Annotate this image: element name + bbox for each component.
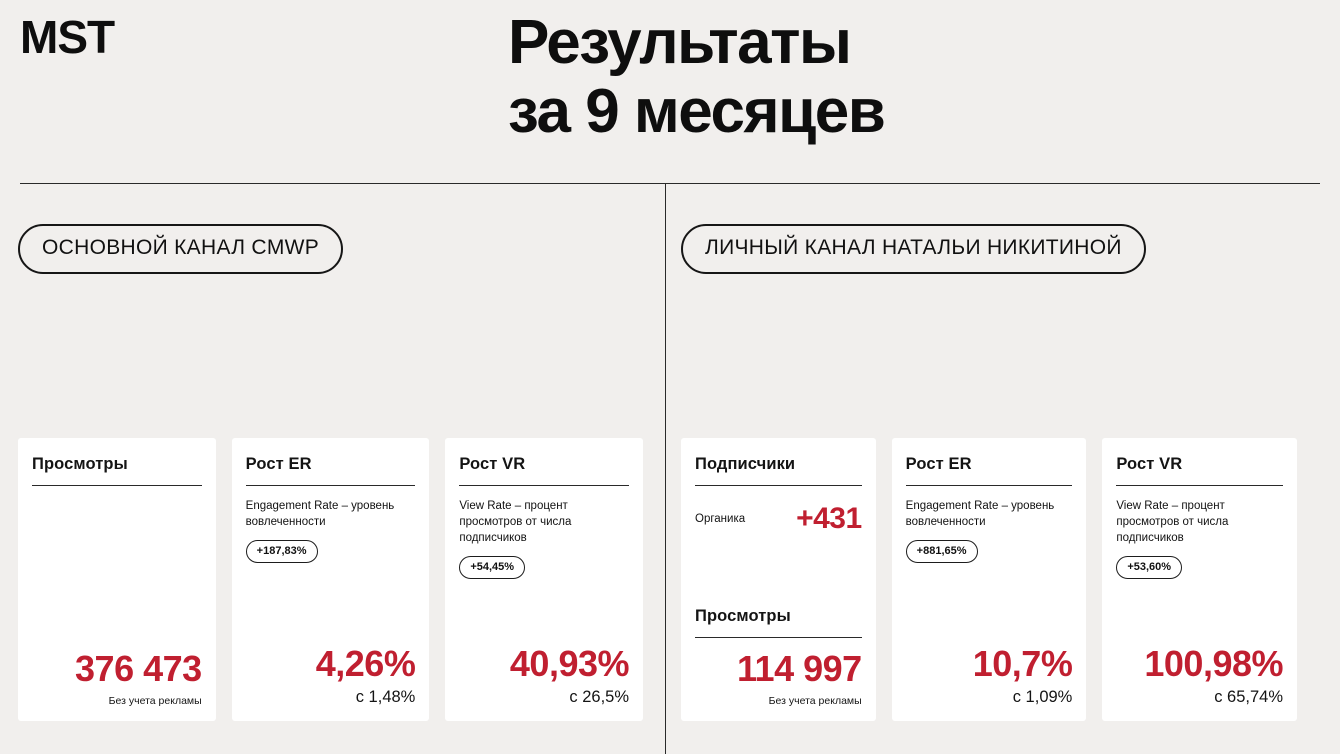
spacer <box>32 486 202 650</box>
card-title-underline <box>695 485 862 486</box>
card-title-underline <box>245 485 416 486</box>
section-personal-channel: ЛИЧНЫЙ КАНАЛ НАТАЛЬИ НИКИТИНОЙ Подписчик… <box>681 224 1298 721</box>
card-title: Просмотры <box>32 455 128 473</box>
er-from-note: с 1,09% <box>1012 688 1073 706</box>
card-title-underline <box>905 485 1073 486</box>
card-title-underline <box>695 637 862 639</box>
growth-pill-wrap: +881,65% <box>905 540 1073 564</box>
growth-pill-wrap: +53,60% <box>1116 556 1283 580</box>
main-channel-cards: Просмотры 376 473 Без учета рекламы Рост… <box>18 438 644 721</box>
vr-description: View Rate – процент просмотров от числа … <box>1116 500 1229 545</box>
page-title: Результаты за 9 месяцев <box>508 8 886 147</box>
spacer <box>906 563 1073 645</box>
personal-channel-badge: ЛИЧНЫЙ КАНАЛ НАТАЛЬИ НИКИТИНОЙ <box>681 224 1146 274</box>
main-channel-badge: ОСНОВНОЙ КАНАЛ CMWP <box>18 224 344 274</box>
card-title: Рост ER <box>905 455 972 473</box>
organic-value: +431 <box>796 502 862 535</box>
vr-description: View Rate – процент просмотров от числа … <box>459 500 572 545</box>
title-line-2: за 9 месяцев <box>508 77 886 147</box>
card-title-underline <box>1116 485 1284 486</box>
section-main-channel: ОСНОВНОЙ КАНАЛ CMWP Просмотры 376 473 Бе… <box>18 224 644 721</box>
er-growth-pill: +187,83% <box>245 540 318 564</box>
growth-pill-wrap: +187,83% <box>245 540 416 564</box>
er-value: 4,26% <box>315 643 416 685</box>
spacer <box>1116 579 1283 645</box>
vr-from-note: с 65,74% <box>1214 688 1284 706</box>
vertical-divider <box>665 184 666 754</box>
horizontal-divider <box>20 183 1320 184</box>
stat-card-views: Просмотры 376 473 Без учета рекламы <box>18 438 216 721</box>
vr-from-note: с 26,5% <box>569 688 630 706</box>
card-title: Рост VR <box>459 455 526 473</box>
spacer <box>459 579 629 645</box>
vr-growth-pill: +54,45% <box>459 556 526 580</box>
vr-value: 40,93% <box>509 643 630 685</box>
card-title-underline <box>32 485 202 486</box>
spacer <box>246 563 416 645</box>
er-growth-pill: +881,65% <box>905 540 978 564</box>
views-value: 114 997 <box>737 648 862 690</box>
card-title: Подписчики <box>695 455 796 473</box>
card-subtitle-views: Просмотры <box>695 607 791 626</box>
stat-card-er-growth: Рост ER Engagement Rate – уровень вовлеч… <box>891 438 1087 721</box>
stat-card-vr-growth: Рост VR View Rate – процент просмотров о… <box>1102 438 1298 721</box>
stat-card-vr-growth: Рост VR View Rate – процент просмотров о… <box>445 438 644 721</box>
title-line-1: Результаты <box>508 8 852 77</box>
organic-label: Органика <box>695 513 746 525</box>
vr-growth-pill: +53,60% <box>1116 556 1183 580</box>
personal-channel-cards: Подписчики Органика +431 Просмотры 114 9… <box>681 438 1298 721</box>
growth-pill-wrap: +54,45% <box>459 556 629 580</box>
views-value: 376 473 <box>75 648 202 690</box>
er-from-note: с 1,48% <box>355 688 416 706</box>
vr-value: 100,98% <box>1144 643 1284 685</box>
stat-card-subscribers: Подписчики Органика +431 Просмотры 114 9… <box>681 438 876 721</box>
card-title: Рост ER <box>245 455 312 473</box>
stat-card-er-growth: Рост ER Engagement Rate – уровень вовлеч… <box>231 438 430 721</box>
organic-row: Органика +431 <box>695 502 862 536</box>
views-note: Без учета рекламы <box>108 695 202 707</box>
card-title: Рост VR <box>1116 455 1183 473</box>
er-value: 10,7% <box>972 643 1073 685</box>
er-description: Engagement Rate – уровень вовлеченности <box>905 500 1055 529</box>
mst-logo: MST <box>20 11 115 63</box>
card-title-underline <box>459 485 630 486</box>
spacer <box>695 536 862 607</box>
views-note: Без учета рекламы <box>768 695 862 707</box>
er-description: Engagement Rate – уровень вовлеченности <box>245 500 395 529</box>
